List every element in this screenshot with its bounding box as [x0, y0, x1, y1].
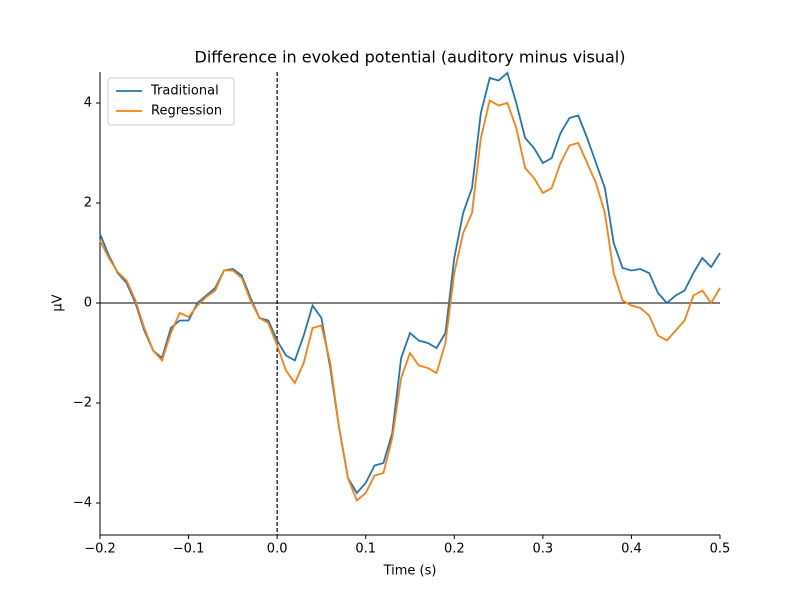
legend-label: Regression [151, 104, 222, 119]
y-tick-label: −2 [73, 396, 92, 411]
series-line [99, 99, 721, 502]
x-tick-label: 0.0 [267, 542, 288, 557]
y-axis-label: µV [51, 294, 66, 311]
x-tick-label: 0.5 [710, 542, 731, 557]
y-tick-label: 2 [84, 196, 92, 211]
chart-title: Difference in evoked potential (auditory… [195, 48, 626, 67]
x-tick-label: 0.1 [355, 542, 376, 557]
series-line [99, 71, 721, 495]
y-tick-label: 4 [84, 96, 92, 111]
y-tick-label: 0 [84, 296, 92, 311]
legend-label: Traditional [150, 84, 219, 99]
x-axis-label: Time (s) [383, 564, 437, 579]
x-tick-label: −0.1 [173, 542, 205, 557]
legend-box [107, 77, 235, 126]
x-tick-label: 0.4 [621, 542, 642, 557]
x-tick-label: 0.2 [444, 542, 465, 557]
y-tick-label: −4 [73, 496, 92, 511]
x-tick-label: −0.2 [84, 542, 116, 557]
x-tick-label: 0.3 [533, 542, 554, 557]
